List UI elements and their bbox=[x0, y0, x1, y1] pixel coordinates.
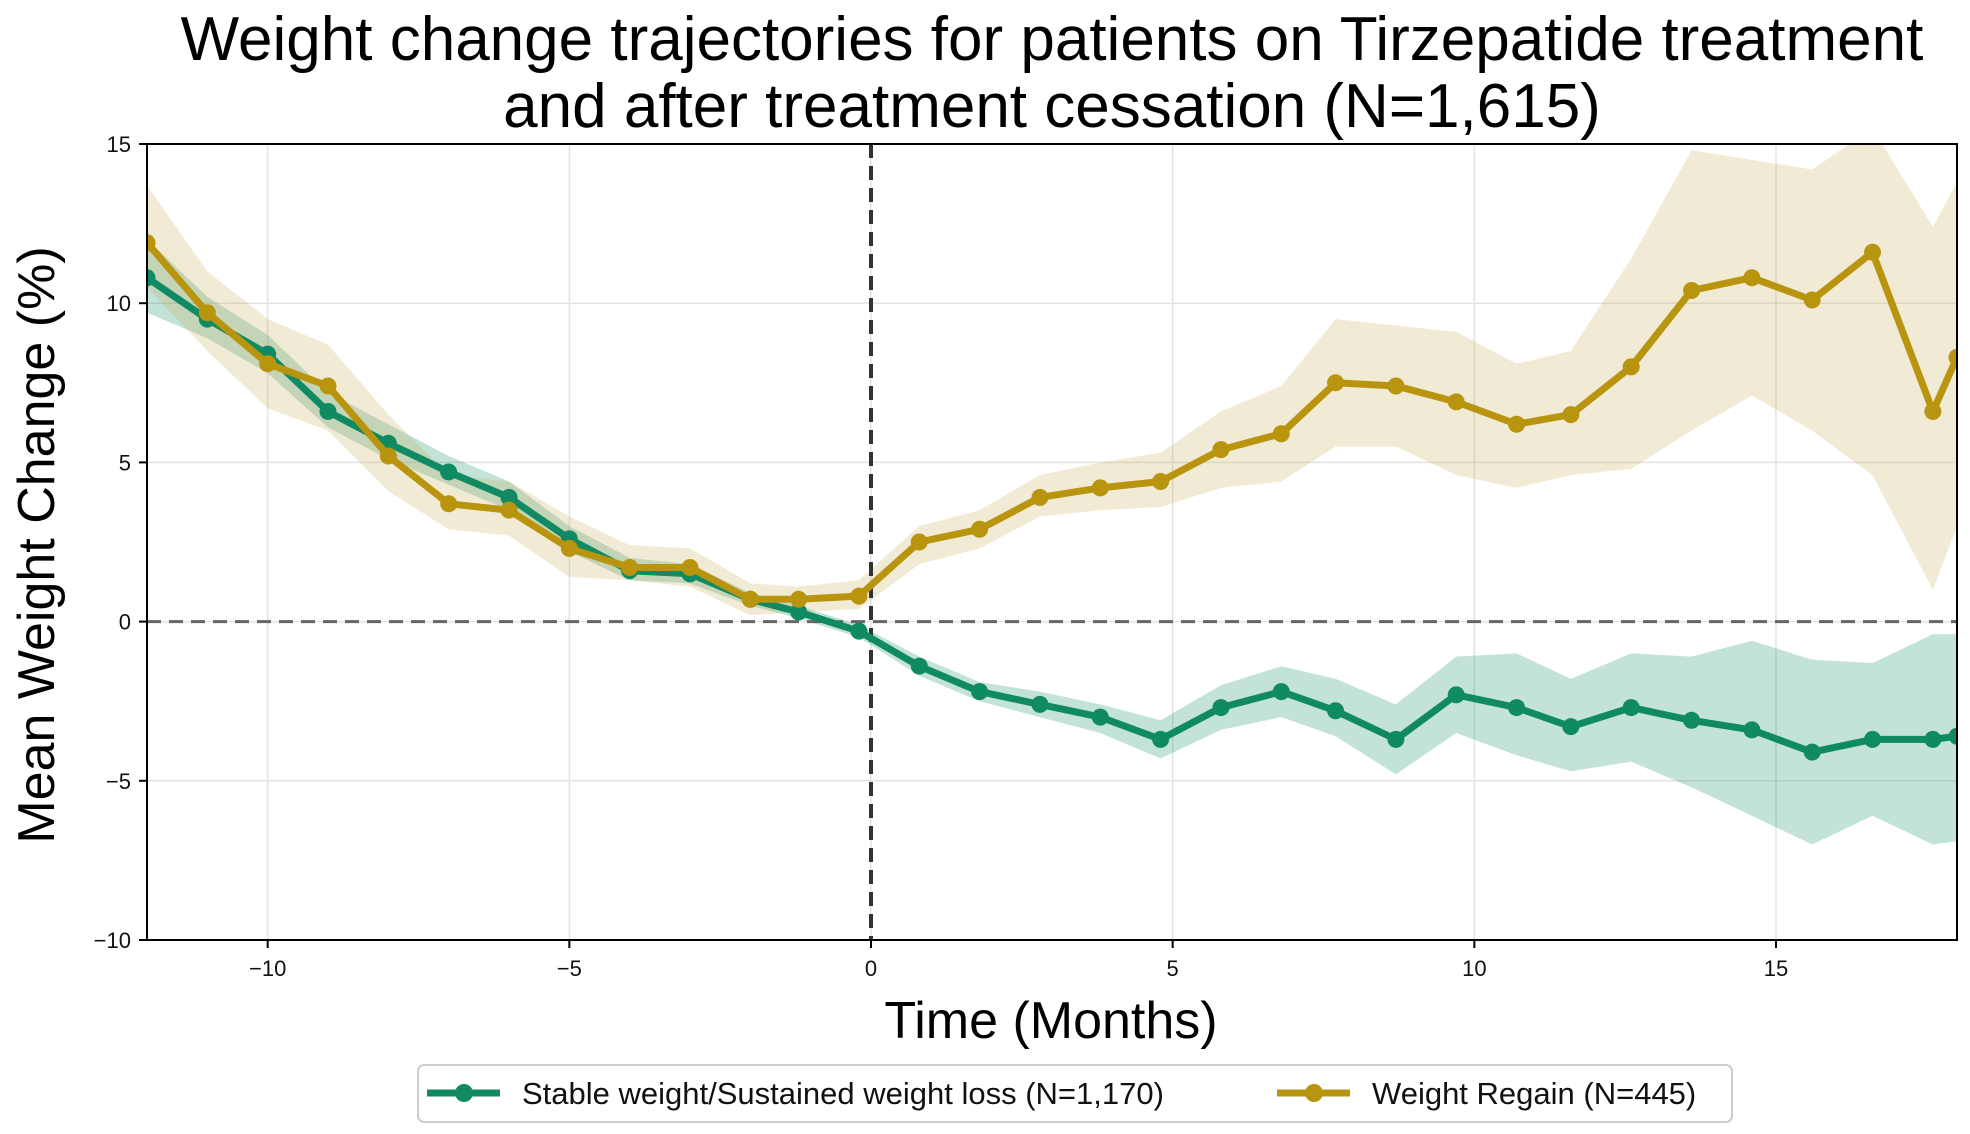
data-point-1-6 bbox=[500, 501, 518, 519]
data-point-1-8 bbox=[621, 558, 639, 576]
confidence-band-0 bbox=[147, 239, 1957, 845]
data-point-1-2 bbox=[259, 355, 277, 373]
x-tick-label: 0 bbox=[865, 956, 877, 981]
data-point-1-12 bbox=[850, 587, 868, 605]
data-point-0-30 bbox=[1924, 730, 1942, 748]
data-point-1-10 bbox=[741, 590, 759, 608]
y-tick-label: 0 bbox=[119, 610, 131, 635]
data-point-0-19 bbox=[1272, 683, 1290, 701]
data-point-1-25 bbox=[1622, 358, 1640, 376]
legend-label-stable: Stable weight/Sustained weight loss (N=1… bbox=[522, 1076, 1164, 1111]
x-tick-label: 10 bbox=[1462, 956, 1486, 981]
data-point-0-22 bbox=[1447, 686, 1465, 704]
series-lines bbox=[147, 234, 1957, 761]
data-point-0-25 bbox=[1622, 699, 1640, 717]
data-point-0-31 bbox=[1948, 727, 1957, 745]
data-point-1-21 bbox=[1387, 377, 1405, 395]
legend-label-regain: Weight Regain (N=445) bbox=[1372, 1076, 1696, 1111]
data-point-0-6 bbox=[500, 488, 518, 506]
data-point-1-14 bbox=[971, 520, 989, 538]
data-point-1-15 bbox=[1031, 488, 1049, 506]
legend-box bbox=[417, 1064, 1733, 1123]
data-point-0-27 bbox=[1743, 721, 1761, 739]
x-tick-label: 5 bbox=[1167, 956, 1179, 981]
data-point-1-18 bbox=[1212, 441, 1230, 459]
data-point-1-16 bbox=[1091, 479, 1109, 497]
series-line-1 bbox=[147, 239, 1957, 603]
reference-lines bbox=[147, 144, 1957, 940]
data-point-0-16 bbox=[1091, 708, 1109, 726]
legend: Stable weight/Sustained weight loss (N=1… bbox=[417, 1064, 1733, 1123]
data-point-1-20 bbox=[1327, 374, 1345, 392]
x-axis-ticks: −10 −5 0 5 10 15 bbox=[249, 940, 1788, 981]
y-tick-label: −5 bbox=[106, 769, 131, 794]
data-point-1-11 bbox=[790, 590, 808, 608]
data-point-1-9 bbox=[681, 558, 699, 576]
data-point-0-29 bbox=[1864, 730, 1882, 748]
chart-title-line-1: Weight change trajectories for patients … bbox=[181, 5, 1924, 74]
data-point-0-0 bbox=[147, 269, 156, 287]
data-point-1-27 bbox=[1743, 269, 1761, 287]
data-point-1-29 bbox=[1864, 243, 1882, 261]
data-point-1-26 bbox=[1683, 281, 1701, 299]
y-tick-label: 5 bbox=[119, 450, 131, 475]
data-point-0-15 bbox=[1031, 695, 1049, 713]
x-tick-label: 15 bbox=[1764, 956, 1788, 981]
data-point-1-28 bbox=[1803, 291, 1821, 309]
data-point-1-17 bbox=[1152, 473, 1170, 491]
data-point-1-0 bbox=[147, 234, 156, 252]
data-point-0-12 bbox=[850, 622, 868, 640]
confidence-bands bbox=[147, 144, 1957, 845]
data-point-1-19 bbox=[1272, 425, 1290, 443]
chart-title-line-2: and after treatment cessation (N=1,615) bbox=[503, 72, 1601, 141]
y-tick-label: −10 bbox=[94, 928, 131, 953]
data-point-1-24 bbox=[1562, 406, 1580, 424]
data-point-1-30 bbox=[1924, 402, 1942, 420]
data-point-1-5 bbox=[440, 495, 458, 513]
plot-frame bbox=[146, 143, 1958, 941]
confidence-band-1 bbox=[147, 144, 1957, 616]
data-point-1-4 bbox=[379, 447, 397, 465]
data-point-1-3 bbox=[319, 377, 337, 395]
data-point-0-21 bbox=[1387, 730, 1405, 748]
data-point-0-26 bbox=[1683, 711, 1701, 729]
series-line-0 bbox=[147, 274, 1957, 756]
data-point-0-3 bbox=[319, 402, 337, 420]
data-point-0-20 bbox=[1327, 702, 1345, 720]
data-point-1-13 bbox=[910, 533, 928, 551]
x-axis-title: Time (Months) bbox=[884, 992, 1217, 1050]
data-point-0-24 bbox=[1562, 718, 1580, 736]
x-tick-label: −10 bbox=[249, 956, 286, 981]
data-point-0-17 bbox=[1152, 730, 1170, 748]
data-point-0-5 bbox=[440, 463, 458, 481]
y-tick-label: 10 bbox=[107, 291, 131, 316]
y-tick-label: 15 bbox=[107, 132, 131, 157]
data-point-0-18 bbox=[1212, 699, 1230, 717]
data-point-1-7 bbox=[560, 539, 578, 557]
data-point-1-1 bbox=[198, 304, 216, 322]
data-point-1-23 bbox=[1508, 415, 1526, 433]
legend-marker-stable bbox=[455, 1084, 473, 1102]
data-point-0-14 bbox=[971, 683, 989, 701]
data-point-0-28 bbox=[1803, 743, 1821, 761]
y-axis-title: Mean Weight Change (%) bbox=[8, 246, 66, 843]
data-point-0-13 bbox=[910, 657, 928, 675]
data-point-0-23 bbox=[1508, 699, 1526, 717]
x-tick-label: −5 bbox=[557, 956, 582, 981]
data-point-0-11 bbox=[790, 603, 808, 621]
legend-marker-regain bbox=[1305, 1084, 1323, 1102]
data-point-1-31 bbox=[1948, 348, 1957, 366]
y-axis-ticks: −10 −5 0 5 10 15 bbox=[94, 132, 147, 953]
data-point-1-22 bbox=[1447, 393, 1465, 411]
